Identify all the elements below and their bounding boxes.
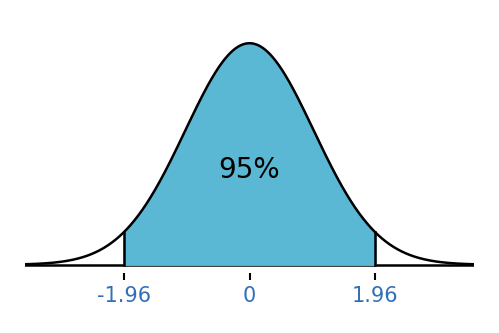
Text: 95%: 95%	[219, 156, 280, 184]
